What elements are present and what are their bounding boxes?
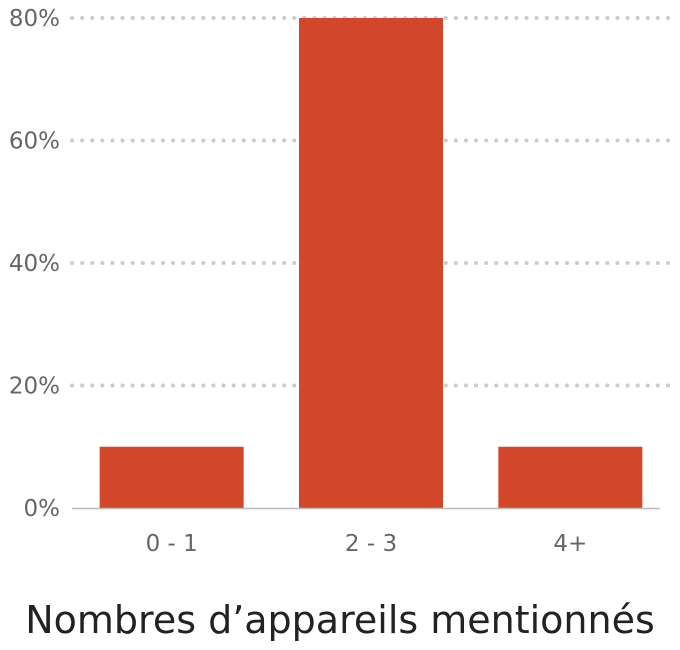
bars bbox=[99, 18, 643, 508]
x-tick-label: 2 - 3 bbox=[345, 531, 397, 557]
x-axis-title: Nombres d’appareils mentionnés bbox=[25, 598, 655, 642]
y-tick-label: 60% bbox=[9, 129, 60, 155]
x-tick-labels: 0 - 1 2 - 3 4+ bbox=[146, 531, 588, 557]
bar-1 bbox=[99, 446, 244, 508]
bar-3 bbox=[498, 446, 643, 508]
y-tick-label: 0% bbox=[24, 496, 61, 522]
bar-2 bbox=[299, 18, 443, 508]
gridlines bbox=[70, 16, 672, 388]
y-tick-labels: 0% 20% 40% 60% 80% bbox=[9, 6, 60, 522]
x-tick-label: 4+ bbox=[553, 531, 587, 557]
y-tick-label: 40% bbox=[9, 251, 60, 277]
y-tick-label: 20% bbox=[9, 374, 60, 400]
y-tick-label: 80% bbox=[9, 6, 60, 32]
x-tick-label: 0 - 1 bbox=[146, 531, 198, 557]
